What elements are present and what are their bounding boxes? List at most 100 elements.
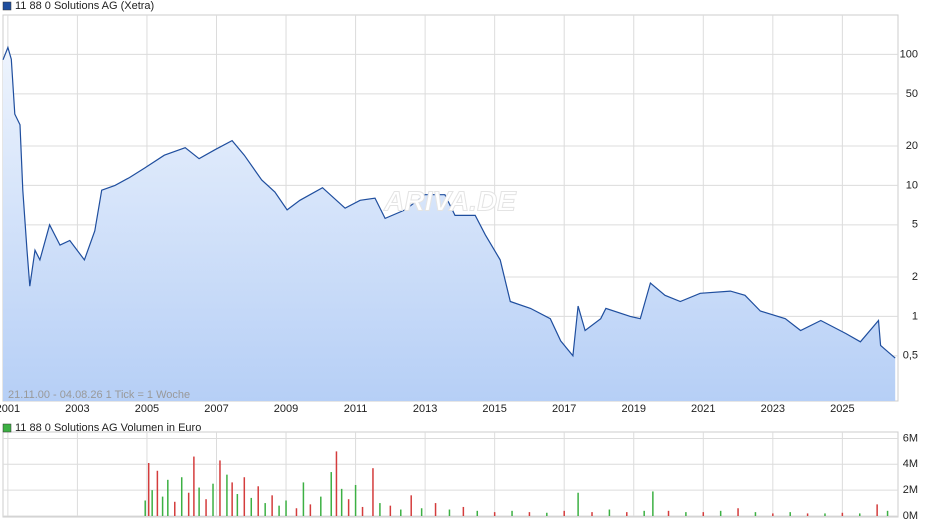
volume-bar [193,456,195,516]
y-tick-label: 20 [906,140,918,152]
x-tick-label: 2007 [204,403,228,415]
volume-bar [161,496,164,516]
chart-title: 11 88 0 Solutions AG (Xetra) [15,0,154,12]
price-line [2,45,896,359]
volume-bar [511,510,513,516]
volume-bar [144,500,146,516]
y-tick-label: 4M [903,458,918,470]
legend-swatch [2,1,12,11]
volume-bar [400,509,402,516]
x-tick-label: 2025 [830,403,854,415]
y-tick-label: 0,5 [903,350,918,362]
volume-bar [361,506,364,516]
volume-bar [493,512,496,516]
volume-bar [476,510,479,516]
y-tick-label: 10 [906,179,918,191]
volume-bar [347,499,350,516]
volume-bar [231,482,233,516]
range-info: 21.11.00 - 04.08.26 1 Tick = 1 Woche [8,389,190,401]
y-tick-label: 100 [900,48,918,60]
volume-bar [577,492,579,516]
volume-bar [737,508,739,516]
volume-bar [528,512,531,516]
x-tick-label: 2019 [621,403,645,415]
volume-bar [278,505,280,516]
volume-bar [151,490,153,516]
volume-bar [685,512,687,516]
x-tick-label: 2001 [0,403,20,415]
volume-bar [219,460,221,516]
volume-bar [886,510,889,516]
volume-bar [335,451,338,516]
volume-bar [285,500,287,516]
volume-bar [389,505,392,516]
y-tick-label: 50 [906,88,918,100]
volume-bar [187,492,190,516]
x-tick-label: 2015 [482,403,506,415]
x-tick-label: 2011 [344,403,368,415]
y-tick-label: 1 [912,310,918,322]
x-tick-label: 2003 [65,403,89,415]
volume-bar [309,504,312,516]
volume-plot-area [2,431,899,518]
volume-bar [462,506,465,516]
volume-bar [156,470,159,516]
volume-bar [591,512,593,516]
volume-bar [667,510,670,516]
volume-bar [198,487,200,516]
volume-bar [420,508,423,516]
volume-bar [841,512,844,516]
volume-bar [340,488,343,516]
y-tick-label: 6M [903,432,918,444]
watermark: ARIVA.DE [383,185,517,216]
volume-bar [174,501,176,516]
volume-bar [608,509,611,516]
volume-bar [257,486,259,516]
y-tick-label: 2 [912,271,918,283]
volume-bar [295,508,298,516]
volume-bar [719,510,722,516]
volume-bar [205,499,207,516]
volume-bar [789,512,791,516]
volume-bar [546,512,548,516]
volume-bar [859,513,861,516]
volume-bar [372,468,374,516]
x-tick-label: 2021 [691,403,715,415]
x-tick-label: 2013 [413,403,437,415]
y-tick-label: 5 [912,219,918,231]
volume-bar [320,496,322,516]
volume-bar [754,512,757,516]
volume-bar [702,512,705,516]
volume-bar [302,482,305,516]
volume-bar [772,513,774,516]
volume-bar [652,491,654,516]
volume-bar [434,503,437,516]
volume-title: 11 88 0 Solutions AG Volumen in Euro [15,422,201,434]
volume-bar [250,497,253,516]
volume-bar [563,510,565,516]
volume-bar [824,513,826,516]
volume-bar [643,510,645,516]
volume-bar [354,484,357,516]
volume-bar [410,495,412,516]
layer: 2001200320052007200920112013201520172019… [0,15,918,522]
volume-bar [330,472,332,516]
y-tick-label: 0M [903,510,918,522]
volume-bar [264,503,266,516]
x-tick-label: 2005 [135,403,159,415]
legend-swatch [2,423,12,433]
volume-bar [271,495,273,516]
volume-bar [226,474,228,516]
x-tick-label: 2009 [274,403,298,415]
volume-bar [379,503,381,516]
volume-bar [806,513,809,516]
volume-bar [180,477,183,516]
x-tick-label: 2023 [761,403,785,415]
x-tick-label: 2017 [552,403,576,415]
volume-bar [236,494,239,516]
volume-bar [876,504,878,516]
volume-bar [167,479,169,516]
price-area [3,47,896,401]
volume-bar [243,477,246,516]
